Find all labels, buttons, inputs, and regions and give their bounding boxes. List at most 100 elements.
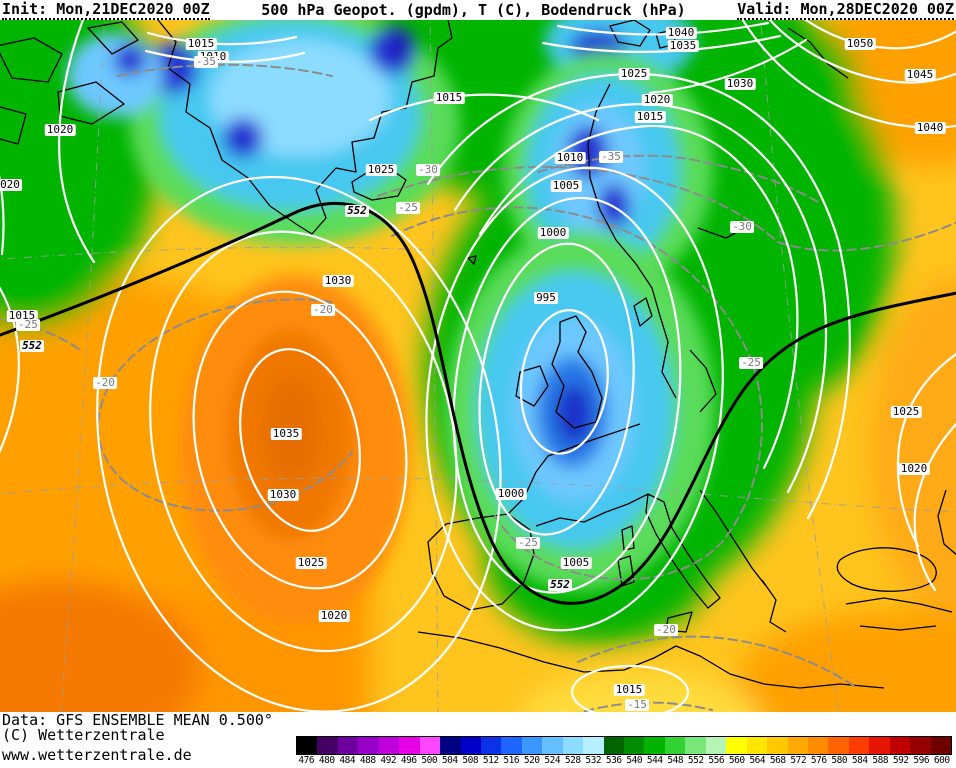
- pressure-label: 1040: [665, 26, 697, 39]
- colorbar-segment: [624, 737, 645, 754]
- colorbar-tick: 504: [441, 755, 458, 766]
- pressure-label: 1020: [641, 93, 673, 106]
- colorbar-tick: 508: [462, 755, 479, 766]
- pressure-label: 1045: [904, 68, 936, 81]
- colorbar-segment: [930, 737, 951, 754]
- pressure-label: 1035: [270, 427, 302, 440]
- pressure-label: 1030: [724, 77, 756, 90]
- init-label: Init:: [2, 0, 48, 18]
- colorbar-tick: 492: [380, 755, 397, 766]
- colorbar-tick: 484: [339, 755, 356, 766]
- weather-map: 1015101010401035105010451025103010201015…: [0, 20, 956, 712]
- temperature-label: -35: [599, 150, 623, 163]
- init-time: Init: Mon,21DEC2020 00Z: [2, 0, 210, 20]
- chart-title: 500 hPa Geopot. (gpdm), T (C), Bodendruc…: [261, 1, 686, 19]
- colorbar-tick: 560: [728, 755, 745, 766]
- colorbar-tick: 580: [831, 755, 848, 766]
- colorbar-tick: 496: [400, 755, 417, 766]
- colorbar-segment: [358, 737, 379, 754]
- colorbar-tick: 596: [913, 755, 930, 766]
- colorbar-segment: [869, 737, 890, 754]
- geopotential-colorbar: 476 480 484 488 492 496 500 504 508 512 516 520 524 5…: [296, 736, 952, 766]
- colorbar-segment: [848, 737, 870, 754]
- data-source-line: Data: GFS ENSEMBLE MEAN 0.500°: [2, 711, 273, 729]
- colorbar-segment: [685, 737, 706, 754]
- colorbar-tick-row: 476 480 484 488 492 496 500 504 508 512 516 520 524 5…: [296, 755, 952, 766]
- colorbar-tick: 540: [626, 755, 643, 766]
- colorbar-segment: [419, 737, 441, 754]
- colorbar-tick: 548: [667, 755, 684, 766]
- colorbar-segment: [583, 737, 604, 754]
- graticule: [0, 20, 956, 712]
- pressure-label: 1025: [365, 163, 397, 176]
- temperature-label: -20: [311, 303, 335, 316]
- colorbar-segment: [460, 737, 481, 754]
- colorbar-segment: [297, 737, 318, 754]
- height-552-label: 552: [345, 204, 369, 217]
- pressure-label: 1005: [560, 556, 592, 569]
- website-text: www.wetterzentrale.de: [2, 746, 192, 764]
- pressure-label: 1020: [318, 609, 350, 622]
- colorbar-segment: [746, 737, 768, 754]
- colorbar-tick: 592: [892, 755, 909, 766]
- colorbar-tick: 584: [851, 755, 868, 766]
- valid-value: Mon,28DEC2020 00Z: [800, 0, 954, 18]
- colorbar-tick: 516: [503, 755, 520, 766]
- colorbar-segment: [664, 737, 686, 754]
- pressure-label: 1015: [185, 37, 217, 50]
- pressure-label: 995: [534, 291, 558, 304]
- colorbar-swatches: [296, 736, 952, 755]
- colorbar-tick: 564: [749, 755, 766, 766]
- pressure-label: 1015: [613, 683, 645, 696]
- colorbar-tick: 480: [318, 755, 335, 766]
- colorbar-segment: [644, 737, 665, 754]
- colorbar-segment: [726, 737, 747, 754]
- pressure-label: 1025: [618, 67, 650, 80]
- colorbar-tick: 524: [544, 755, 561, 766]
- colorbar-segment: [889, 737, 911, 754]
- colorbar-segment: [521, 737, 543, 754]
- pressure-label: 1030: [267, 488, 299, 501]
- temperature-label: -25: [396, 201, 420, 214]
- height-552-label: 552: [548, 578, 572, 591]
- temperature-contours: [0, 63, 956, 712]
- temperature-label: -30: [416, 163, 440, 176]
- temperature-label: -20: [654, 623, 678, 636]
- colorbar-segment: [787, 737, 808, 754]
- colorbar-segment: [542, 737, 563, 754]
- pressure-label: 1015: [634, 110, 666, 123]
- colorbar-tick: 536: [605, 755, 622, 766]
- colorbar-segment: [807, 737, 829, 754]
- pressure-label: 1005: [550, 179, 582, 192]
- pressure-label: 1000: [495, 487, 527, 500]
- map-label-layer: 1015101010401035105010451025103010201015…: [0, 20, 956, 712]
- credits: Data: GFS ENSEMBLE MEAN 0.500° (C) Wette…: [2, 713, 273, 763]
- pressure-label: 1000: [537, 226, 569, 239]
- colorbar-tick: 488: [359, 755, 376, 766]
- pressure-label: 1010: [554, 151, 586, 164]
- height-552-label: 552: [20, 339, 44, 352]
- temperature-label: -25: [739, 356, 763, 369]
- pressure-label: 1020: [44, 123, 76, 136]
- colorbar-tick: 572: [790, 755, 807, 766]
- pressure-label: 1025: [295, 556, 327, 569]
- temperature-label: -20: [93, 376, 117, 389]
- colorbar-segment: [337, 737, 359, 754]
- colorbar-tick: 552: [687, 755, 704, 766]
- colorbar-tick: 600: [933, 755, 950, 766]
- colorbar-tick: 556: [708, 755, 725, 766]
- pressure-label: 1050: [844, 37, 876, 50]
- isobar-lines: [0, 20, 956, 712]
- colorbar-segment: [378, 737, 400, 754]
- colorbar-segment: [562, 737, 584, 754]
- colorbar-segment: [767, 737, 788, 754]
- colorbar-segment: [440, 737, 461, 754]
- pressure-label: 1035: [667, 39, 699, 52]
- pressure-label: 1015: [433, 91, 465, 104]
- pressure-label: 020: [0, 178, 22, 191]
- colorbar-segment: [317, 737, 338, 754]
- colorbar-segment: [399, 737, 420, 754]
- colorbar-segment: [480, 737, 502, 754]
- colorbar-tick: 544: [646, 755, 663, 766]
- colorbar-tick: 568: [769, 755, 786, 766]
